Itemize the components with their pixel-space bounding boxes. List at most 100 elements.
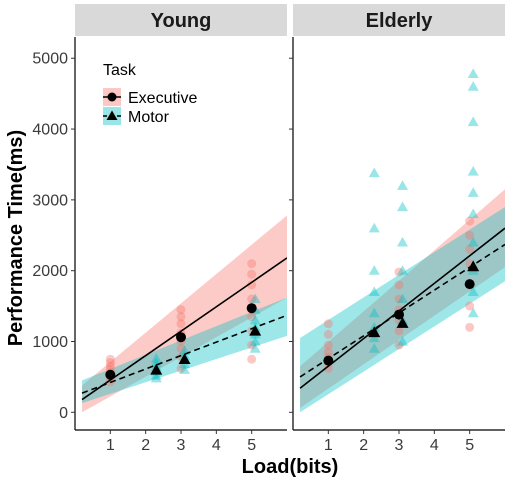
ci-band-motor [300, 206, 505, 413]
raw-point-executive [105, 354, 115, 364]
raw-point-motor [467, 286, 479, 297]
raw-point-executive [247, 294, 257, 304]
raw-point-executive [465, 230, 475, 240]
raw-point-motor [397, 180, 409, 190]
plot-area-elderly [299, 68, 505, 413]
x-tick-label-elderly: 4 [430, 437, 439, 454]
raw-point-motor [150, 352, 162, 363]
raw-point-executive [247, 312, 257, 322]
mean-point-executive [464, 279, 475, 290]
y-tick-label: 2000 [32, 263, 68, 280]
legend-item-motor: Motor [103, 107, 170, 126]
legend-label-executive: Executive [128, 90, 197, 107]
raw-point-motor [368, 265, 380, 275]
raw-point-executive [465, 301, 475, 311]
strip-label-elderly: Elderly [366, 10, 434, 32]
raw-point-motor [249, 314, 261, 325]
mean-point-executive [105, 369, 116, 380]
fit-line-motor [81, 314, 287, 394]
mean-point-motor [150, 363, 163, 375]
x-tick-label-young: 3 [177, 437, 186, 454]
mean-point-executive [323, 355, 334, 366]
raw-point-executive [247, 354, 257, 364]
strip-elderly [293, 4, 505, 36]
legend: Task Executive Motor [103, 62, 197, 126]
raw-point-motor [249, 335, 261, 346]
panel-young: Young 1 2 3 4 5 0 1000 2000 3000 4000 5000 [32, 4, 287, 454]
raw-point-executive [394, 267, 404, 277]
mean-point-motor [249, 324, 262, 336]
raw-point-executive [105, 361, 115, 371]
x-tick-label-elderly: 3 [395, 437, 404, 454]
raw-point-motor [150, 372, 162, 383]
x-tick-label-elderly: 5 [465, 437, 474, 454]
raw-point-executive [176, 312, 186, 322]
legend-key-executive-marker [107, 92, 117, 102]
raw-point-executive [394, 326, 404, 336]
legend-label-motor: Motor [128, 109, 170, 126]
raw-point-motor [249, 343, 261, 353]
raw-point-motor [368, 332, 380, 343]
raw-point-executive [323, 329, 333, 339]
raw-point-motor [467, 68, 479, 78]
raw-point-executive [176, 319, 186, 329]
plot-area-young [81, 215, 287, 413]
x-tick-label-young: 4 [212, 437, 221, 454]
raw-point-motor [368, 307, 380, 318]
raw-point-motor [150, 369, 162, 380]
y-tick-label: 4000 [32, 122, 68, 139]
raw-point-executive [247, 269, 257, 279]
raw-point-motor [467, 208, 479, 219]
raw-point-executive [465, 244, 475, 254]
mean-point-motor [368, 326, 381, 338]
raw-point-executive [247, 259, 257, 269]
raw-point-executive [323, 319, 333, 329]
raw-point-executive [247, 340, 257, 350]
raw-point-motor [397, 236, 409, 247]
raw-point-executive [394, 294, 404, 304]
raw-point-motor [368, 167, 380, 178]
legend-title: Task [103, 62, 137, 79]
raw-point-motor [467, 166, 479, 176]
legend-key-motor-marker [106, 110, 118, 120]
raw-point-executive [247, 280, 257, 290]
y-axis-title: Performance Time(ms) [5, 130, 27, 346]
ci-band-motor [82, 297, 287, 404]
mean-point-motor [396, 317, 409, 328]
raw-point-motor [368, 343, 380, 353]
mean-point-motor [178, 353, 191, 364]
raw-point-motor [467, 81, 479, 91]
mean-point-motor [467, 260, 480, 272]
raw-point-motor [397, 335, 409, 346]
mean-point-executive [394, 309, 404, 320]
raw-point-executive [323, 363, 333, 373]
raw-point-executive [176, 305, 186, 315]
y-tick-label: 3000 [32, 192, 68, 209]
raw-point-executive [176, 344, 186, 354]
panels-layer: Young 1 2 3 4 5 0 1000 2000 3000 4000 5000 Elderly 1 2… [32, 4, 505, 454]
x-tick-label-elderly: 2 [359, 437, 368, 454]
panel-elderly: Elderly 1 2 3 4 5 [289, 4, 505, 454]
y-tick-label: 0 [59, 405, 68, 422]
x-tick-label-young: 2 [141, 437, 150, 454]
fit-line-executive [81, 257, 287, 401]
ci-band-executive [300, 189, 505, 409]
raw-point-executive [394, 340, 404, 350]
mean-point-executive [246, 303, 257, 314]
legend-item-executive: Executive [103, 88, 197, 107]
strip-label-young: Young [151, 10, 212, 32]
raw-point-executive [465, 216, 475, 226]
x-axis-title: Load(bits) [242, 456, 339, 478]
raw-point-motor [467, 116, 479, 127]
raw-point-executive [323, 340, 333, 350]
mean-point-executive [176, 332, 186, 343]
raw-point-executive [105, 358, 115, 368]
raw-point-motor [179, 364, 191, 374]
x-tick-label-young: 5 [247, 437, 256, 454]
fit-line-executive [299, 227, 505, 389]
raw-point-motor [368, 222, 380, 233]
raw-point-motor [467, 236, 479, 247]
raw-point-executive [394, 280, 404, 290]
raw-point-executive [465, 322, 475, 332]
